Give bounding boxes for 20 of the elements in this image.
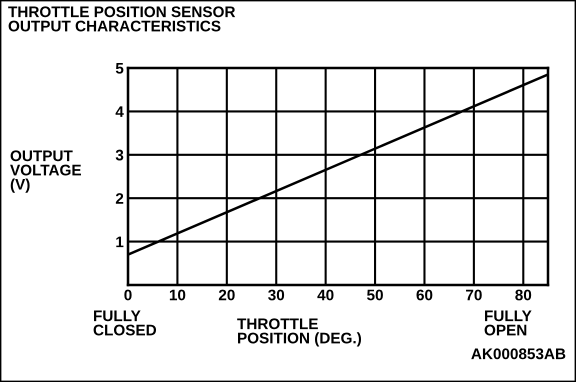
- x-tick-label: 10: [170, 290, 186, 300]
- text: FULLY CLOSED: [94, 310, 156, 336]
- x-axis-title: THROTTLE POSITION (DEG.): [237, 318, 362, 346]
- x-tick-label: 40: [317, 290, 334, 300]
- y-tick-label: 5: [116, 63, 124, 74]
- x-tick-label: 30: [268, 290, 284, 300]
- text: AK000853AB: [471, 348, 566, 360]
- text: FULLY OPEN: [484, 310, 532, 336]
- y-axis-title: OUTPUT VOLTAGE (V): [10, 150, 81, 193]
- x-tick-label: 70: [466, 290, 482, 300]
- x-tick-label: 60: [416, 290, 432, 300]
- x-tick-label: 50: [367, 290, 383, 300]
- x-tick-label: 80: [515, 290, 532, 300]
- y-tick-label: 3: [116, 150, 124, 161]
- y-tick-label: 2: [116, 193, 124, 204]
- y-tick-label: 4: [116, 106, 124, 117]
- x-tick-label: 0: [124, 290, 132, 300]
- x-tick-label: 20: [218, 290, 235, 300]
- chart-title: THROTTLE POSITION SENSOR OUTPUT CHARACTERISTICS: [8, 6, 236, 32]
- y-tick-label: 1: [116, 236, 124, 248]
